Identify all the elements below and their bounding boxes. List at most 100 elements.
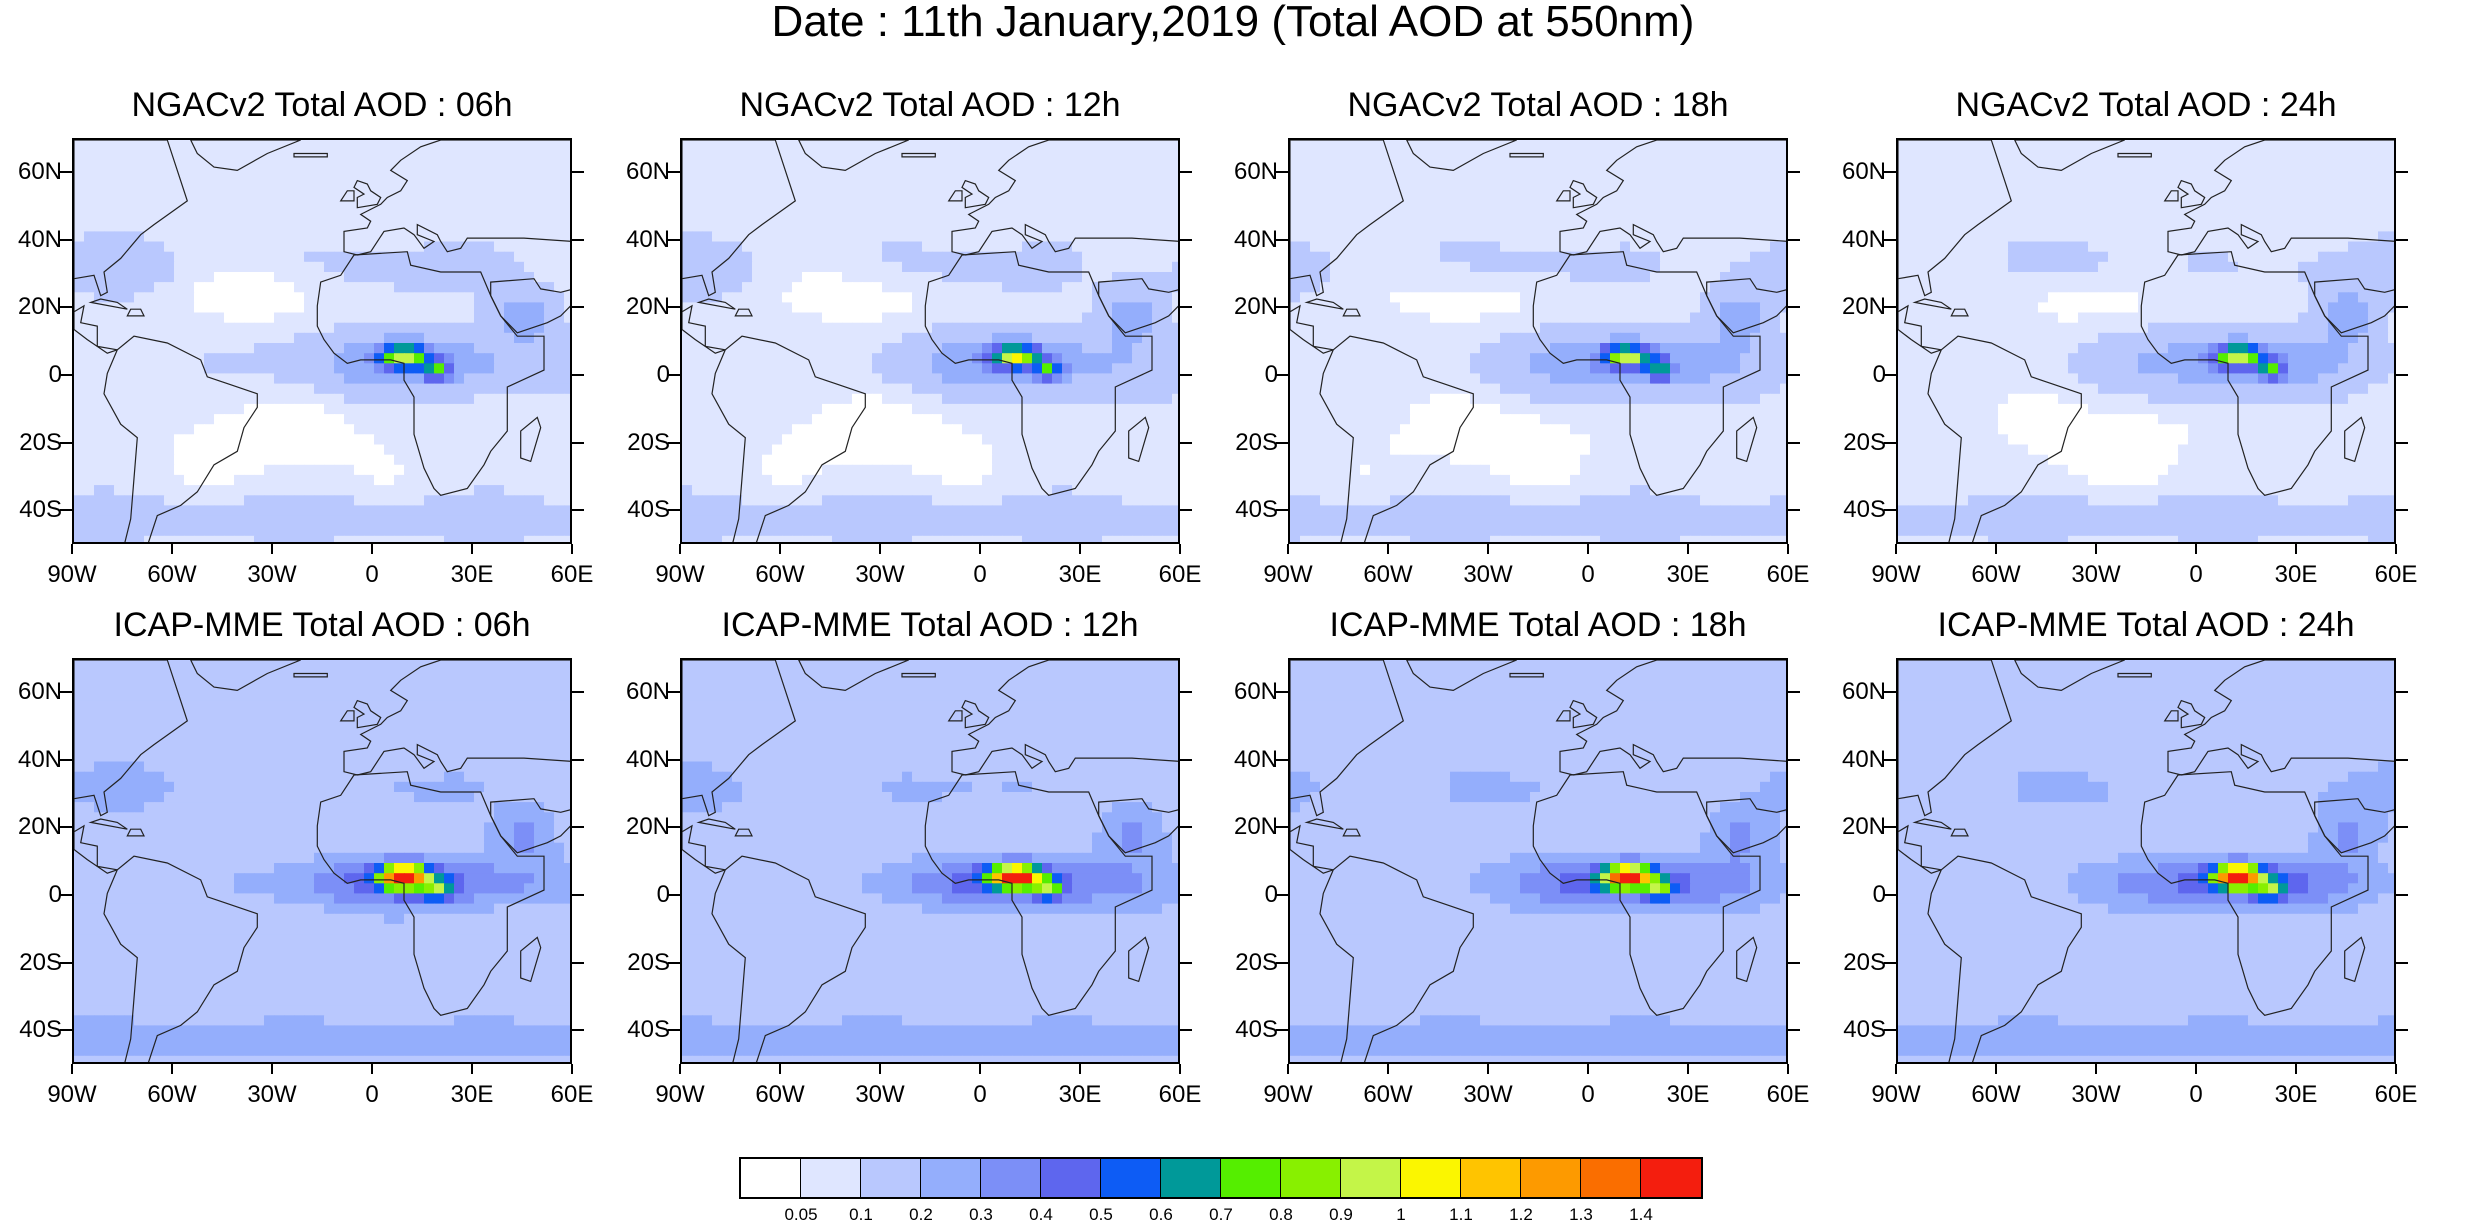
lat-label: 20S (608, 431, 670, 455)
lon-tick (2295, 1064, 2297, 1074)
colorbar-swatch (981, 1159, 1041, 1197)
panel-title: NGACv2 Total AOD : 24h (1896, 88, 2396, 122)
panel-title: ICAP-MME Total AOD : 18h (1288, 608, 1788, 642)
lon-tick (471, 1064, 473, 1074)
aod-shading (1898, 660, 2396, 1064)
lat-tick (1884, 374, 1896, 376)
lat-tick (1180, 374, 1192, 376)
colorbar-label: 0.8 (1251, 1206, 1311, 1223)
lat-tick (1788, 239, 1800, 241)
lat-tick (1788, 1029, 1800, 1031)
lon-label: 60E (532, 1083, 612, 1107)
lon-tick (679, 1064, 681, 1074)
map-area (680, 658, 1180, 1064)
lat-tick (1884, 171, 1896, 173)
lat-tick (2396, 306, 2408, 308)
lat-tick (1884, 509, 1896, 511)
lon-label: 0 (1548, 1083, 1628, 1107)
lon-label: 90W (640, 1083, 720, 1107)
lat-tick (668, 826, 680, 828)
colorbar-label: 0.2 (891, 1206, 951, 1223)
map-area (1896, 138, 2396, 544)
colorbar-swatch (1221, 1159, 1281, 1197)
lon-label: 90W (640, 563, 720, 587)
colorbar-swatch (801, 1159, 861, 1197)
lat-label: 0 (1216, 883, 1278, 907)
colorbar-swatch (1461, 1159, 1521, 1197)
lon-label: 30E (2256, 563, 2336, 587)
lat-label: 20N (0, 815, 62, 839)
lat-tick (668, 1029, 680, 1031)
colorbar-label: 1.2 (1491, 1206, 1551, 1223)
lat-label: 0 (608, 883, 670, 907)
lon-tick (779, 1064, 781, 1074)
lon-label: 60E (1748, 563, 1828, 587)
lat-tick (668, 171, 680, 173)
lon-label: 60E (1748, 1083, 1828, 1107)
lat-label: 20N (1824, 295, 1886, 319)
lat-label: 40S (0, 1018, 62, 1042)
lon-label: 90W (1856, 563, 1936, 587)
lat-tick (1276, 759, 1288, 761)
map-area (1288, 658, 1788, 1064)
lon-tick (2395, 544, 2397, 554)
colorbar-swatch (1641, 1159, 1701, 1197)
lon-label: 60W (132, 1083, 212, 1107)
lon-tick (679, 544, 681, 554)
lon-tick (571, 544, 573, 554)
lon-tick (1687, 1064, 1689, 1074)
lon-label: 60E (2356, 1083, 2436, 1107)
lon-label: 0 (940, 1083, 1020, 1107)
lat-tick (1276, 509, 1288, 511)
aod-field-map (1898, 660, 2396, 1064)
lat-label: 60N (608, 160, 670, 184)
lon-label: 60W (740, 563, 820, 587)
lat-tick (1884, 239, 1896, 241)
lat-label: 40N (0, 748, 62, 772)
lon-label: 30W (1448, 563, 1528, 587)
lon-tick (171, 544, 173, 554)
colorbar-swatch (1281, 1159, 1341, 1197)
lat-label: 40N (1216, 228, 1278, 252)
lon-label: 0 (332, 563, 412, 587)
panel-title: ICAP-MME Total AOD : 06h (72, 608, 572, 642)
lat-tick (668, 509, 680, 511)
lat-tick (1788, 306, 1800, 308)
lat-tick (2396, 239, 2408, 241)
aod-field-map (74, 140, 572, 544)
lat-tick (668, 442, 680, 444)
lat-label: 20S (1824, 951, 1886, 975)
lat-tick (2396, 374, 2408, 376)
lat-tick (2396, 894, 2408, 896)
lon-tick (271, 1064, 273, 1074)
lat-tick (1180, 509, 1192, 511)
lat-tick (1788, 962, 1800, 964)
lon-tick (2095, 1064, 2097, 1074)
lon-label: 60W (132, 563, 212, 587)
aod-field-map (1290, 660, 1788, 1064)
aod-field-map (1290, 140, 1788, 544)
lon-label: 30E (1648, 1083, 1728, 1107)
lat-tick (572, 759, 584, 761)
lat-tick (2396, 962, 2408, 964)
lon-label: 30E (1648, 563, 1728, 587)
lat-label: 40S (1824, 498, 1886, 522)
lon-label: 0 (2156, 563, 2236, 587)
lon-tick (371, 1064, 373, 1074)
aod-field-map (682, 140, 1180, 544)
lat-tick (1276, 894, 1288, 896)
lat-label: 40N (1824, 228, 1886, 252)
colorbar-label: 0.3 (951, 1206, 1011, 1223)
colorbar-swatch (1581, 1159, 1641, 1197)
lat-tick (1180, 171, 1192, 173)
lon-tick (571, 1064, 573, 1074)
lon-tick (2095, 544, 2097, 554)
lon-label: 60W (1348, 563, 1428, 587)
figure-title: Date : 11th January,2019 (Total AOD at 5… (0, 0, 2466, 44)
lat-label: 60N (608, 680, 670, 704)
lon-tick (2195, 1064, 2197, 1074)
lat-label: 20N (1824, 815, 1886, 839)
